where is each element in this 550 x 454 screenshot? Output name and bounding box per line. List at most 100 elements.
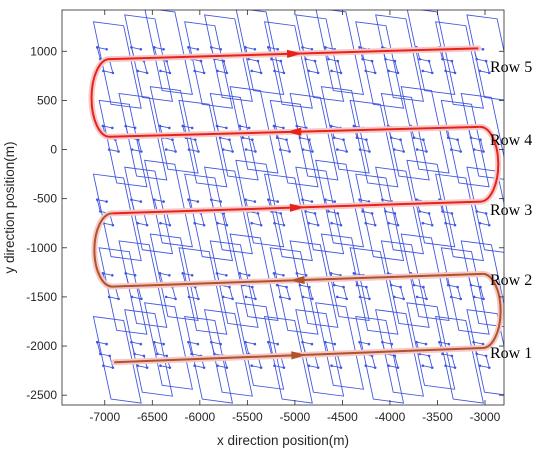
swath-waypoint	[256, 212, 260, 215]
swath-waypoint	[393, 354, 397, 358]
swath-waypoint	[247, 57, 250, 61]
swath-waypoint	[456, 138, 459, 142]
turn-arc	[479, 125, 500, 203]
swath-waypoint	[421, 221, 425, 225]
swath-rectangle	[263, 173, 313, 262]
turn-arc	[482, 272, 502, 350]
swath-waypoint	[95, 46, 99, 49]
swath-rectangle	[380, 92, 430, 181]
swath-waypoint	[427, 354, 431, 358]
swath-waypoint	[111, 71, 115, 75]
swath-waypoint	[259, 366, 263, 369]
swath-waypoint	[275, 283, 279, 287]
swath-waypoint	[202, 366, 206, 369]
swath-waypoint	[311, 297, 314, 301]
swath-waypoint	[422, 285, 425, 289]
swath-waypoint	[412, 283, 416, 287]
swath-waypoint	[267, 340, 270, 344]
row-direction-arrow	[291, 351, 307, 360]
swath-waypoint	[373, 223, 377, 227]
swath-zigzag-track	[96, 341, 114, 369]
swath-waypoint	[487, 71, 491, 75]
swath-waypoint	[472, 340, 475, 344]
swath-waypoint	[399, 285, 402, 289]
y-tick-label: 1000	[30, 44, 57, 58]
swath-rectangle	[263, 316, 313, 404]
swath-waypoint	[95, 340, 99, 344]
swath-waypoint	[187, 148, 191, 151]
swath-waypoint	[202, 71, 206, 75]
swath-waypoint	[393, 148, 396, 151]
x-axis-title: x direction position(m)	[217, 433, 349, 448]
swath-waypoint	[136, 69, 139, 73]
swath-waypoint	[273, 364, 276, 367]
swath-waypoint	[165, 354, 169, 358]
swath-waypoint	[168, 273, 171, 277]
swath-rectangle	[375, 309, 425, 397]
swath-waypoint	[187, 295, 191, 299]
swath-zigzag-track	[330, 125, 348, 153]
swath-waypoint	[102, 69, 105, 73]
swath-waypoint	[384, 210, 387, 213]
swath-waypoint	[316, 71, 320, 75]
swath-waypoint	[355, 136, 359, 140]
swath-waypoint	[441, 352, 444, 356]
swath-waypoint	[364, 221, 368, 225]
swath-waypoint	[438, 340, 441, 344]
y-tick-label: 500	[37, 93, 57, 107]
swath-zigzag-track	[210, 341, 228, 369]
swath-waypoint	[368, 150, 371, 153]
row-direction-arrow	[289, 275, 305, 285]
swath-waypoint	[111, 273, 114, 277]
swath-waypoint	[450, 59, 454, 63]
swath-rectangle	[269, 247, 319, 335]
swath-waypoint	[225, 273, 228, 277]
swath-waypoint	[295, 124, 299, 128]
swath-waypoint	[130, 46, 133, 49]
swath-zigzag-track	[96, 199, 114, 226]
swath-waypoint	[209, 46, 213, 49]
y-tick-label: -1500	[26, 290, 57, 304]
swath-waypoint	[396, 71, 400, 75]
swath-rectangle	[118, 240, 168, 328]
x-tick-label: -6500	[137, 410, 168, 424]
swath-waypoint	[174, 150, 177, 153]
y-axis-title: y direction position(m)	[2, 141, 17, 273]
swath-rectangle	[204, 14, 253, 102]
swath-waypoint	[482, 150, 485, 153]
swath-zigzag-track	[381, 46, 399, 74]
swath-waypoint	[190, 126, 194, 130]
swath-rectangle	[149, 233, 199, 322]
swath-waypoint	[159, 221, 162, 225]
turn-arc	[93, 212, 113, 288]
swath-waypoint	[145, 223, 149, 227]
swath-waypoint	[444, 69, 447, 73]
swath-waypoint	[324, 198, 327, 201]
plot-frame	[61, 9, 505, 406]
swath-waypoint	[415, 295, 419, 299]
swath-waypoint	[386, 272, 390, 275]
swath-waypoint	[105, 48, 108, 51]
swath-zigzag-track	[130, 341, 148, 369]
swath-waypoint	[145, 71, 149, 75]
swath-waypoint	[472, 295, 476, 299]
y-tick-label: -1000	[26, 241, 57, 255]
swath-waypoint	[225, 366, 229, 369]
swath-waypoint	[396, 366, 400, 369]
swath-waypoint	[139, 200, 143, 203]
swath-waypoint	[140, 150, 143, 153]
swath-waypoint	[387, 364, 390, 367]
swath-waypoint	[111, 223, 115, 227]
swath-waypoint	[478, 69, 482, 73]
swath-waypoint	[361, 57, 364, 61]
swath-waypoint	[190, 273, 194, 277]
swath-waypoint	[301, 148, 305, 151]
swath-waypoint	[279, 212, 283, 215]
swath-waypoint	[250, 69, 254, 73]
swath-zigzag-track	[438, 341, 456, 369]
swath-zigzag-track	[239, 272, 257, 300]
swath-rectangle	[204, 166, 253, 255]
swath-waypoint	[228, 138, 231, 142]
swath-rectangle	[315, 159, 365, 248]
